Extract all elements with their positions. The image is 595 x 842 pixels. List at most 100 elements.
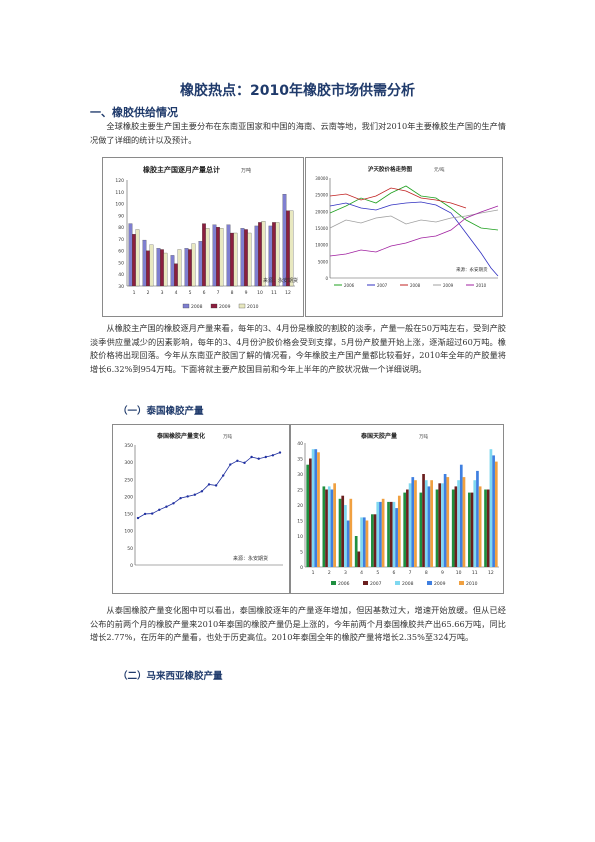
chart4-ytick: 0 xyxy=(300,565,303,571)
chart4-ytick: 5 xyxy=(300,550,303,556)
chart1-unit: 万吨 xyxy=(241,167,251,174)
chart4-bar xyxy=(354,536,358,567)
chart1-bar xyxy=(261,221,266,287)
chart1-bar xyxy=(258,222,262,287)
chart4-legend-label: 2008 xyxy=(402,581,414,587)
chart3-ytick: 350 xyxy=(124,443,133,449)
chart4-bar xyxy=(462,477,466,567)
chart2-ytick: 30000 xyxy=(315,176,328,181)
chart3-point xyxy=(214,484,218,487)
chart4-bar xyxy=(333,483,336,567)
chart3-point xyxy=(278,451,282,454)
chart1-legend-swatch xyxy=(182,303,190,309)
chart1-xtick: 2 xyxy=(147,290,150,296)
chart4-bar xyxy=(486,489,490,567)
chart2-ytick: 25000 xyxy=(315,193,328,198)
chart1-xtick: 7 xyxy=(217,290,220,296)
chart4-bar xyxy=(484,489,487,567)
chart3-point xyxy=(250,455,253,459)
chart1-xtick: 11 xyxy=(271,290,277,296)
chart2-series-line xyxy=(329,205,499,257)
chart1-bar xyxy=(244,229,248,287)
chart1-bar xyxy=(240,228,245,287)
chart1-source: 来源：永安期货 xyxy=(263,277,298,284)
chart4-bar xyxy=(411,477,415,567)
chart4-bar xyxy=(330,489,334,567)
chart4-legend-swatch xyxy=(395,581,400,585)
chart1-bar xyxy=(128,223,133,287)
chart4-bar xyxy=(325,489,328,567)
chart1-title: 橡胶主产国逐月产量总计 xyxy=(143,165,220,174)
chart1-bar xyxy=(142,239,147,287)
chart1-bar xyxy=(286,210,290,287)
chart1-ytick: 30 xyxy=(118,284,124,290)
chart4-xtick: 6 xyxy=(392,570,395,576)
chart4-xtick: 3 xyxy=(344,570,347,576)
chart4-xtick: 5 xyxy=(376,570,379,576)
chart4-bar xyxy=(371,514,374,567)
subsection-malaysia: （二）马来西亚橡胶产量 xyxy=(118,671,223,682)
chart4-ytick: 15 xyxy=(297,519,303,525)
chart1-bar xyxy=(184,248,189,287)
chart4-ytick: 20 xyxy=(297,503,303,509)
chart4-bar xyxy=(446,477,450,567)
paragraph-intro: 全球橡胶主要生产国主要分布在东南亚国家和中国的海南、云南等地，我们对2010年主… xyxy=(90,121,506,145)
chart4-bar xyxy=(373,514,377,567)
chart1-bar xyxy=(275,222,280,287)
chart3-unit: 万吨 xyxy=(223,433,232,440)
chart4-ytick: 10 xyxy=(297,534,303,540)
chart3-point xyxy=(186,495,189,498)
chart3-point xyxy=(207,483,211,486)
chart2-title: 沪天胶价格走势图 xyxy=(368,165,413,173)
chart4-bar xyxy=(357,551,361,567)
chart2-series-line xyxy=(329,185,499,231)
chart4-bar xyxy=(468,492,471,567)
chart3-point xyxy=(193,493,196,496)
chart3-ytick: 150 xyxy=(124,512,133,518)
chart4-bar xyxy=(322,486,326,567)
chart4-xtick: 9 xyxy=(441,570,444,576)
chart4-bar xyxy=(397,495,401,567)
chart4-xtick: 4 xyxy=(360,570,363,576)
chart4-bar xyxy=(311,449,315,567)
page-title: 橡胶热点：2010年橡胶市场供需分析 xyxy=(180,83,415,99)
chart1-bar xyxy=(163,252,168,287)
chart1-bar xyxy=(170,255,175,287)
chart3-point xyxy=(172,502,175,505)
chart4-bar xyxy=(327,486,331,567)
chart3-point xyxy=(243,461,246,465)
chart4-xtick: 7 xyxy=(409,570,412,576)
chart4-bar xyxy=(392,501,396,567)
chart2-legend-label: 2008 xyxy=(410,283,421,288)
chart4-ytick: 30 xyxy=(297,472,303,478)
chart1-legend-label: 2009 xyxy=(219,304,231,310)
chart3-ytick: 250 xyxy=(124,477,133,483)
chart1-xtick: 10 xyxy=(257,290,263,296)
chart2-ytick: 0 xyxy=(325,276,328,281)
chart3-ytick: 200 xyxy=(124,494,133,500)
chart4-bar xyxy=(454,486,458,567)
chart4-unit: 万吨 xyxy=(419,433,428,440)
chart1-bar xyxy=(132,234,136,287)
chart4-bar xyxy=(473,480,477,567)
chart1-bar xyxy=(202,223,206,287)
chart1-legend-swatch xyxy=(238,303,246,309)
chart4-xtick: 1 xyxy=(312,570,315,576)
chart4-bar xyxy=(489,449,493,567)
chart2-series-line xyxy=(329,201,499,277)
chart3-point xyxy=(229,463,232,466)
chart4-legend-swatch xyxy=(427,581,432,585)
chart4-bar xyxy=(395,508,398,567)
chart2-series-line xyxy=(329,187,467,209)
chart4-bar xyxy=(346,520,350,567)
chart1-ytick: 100 xyxy=(115,202,124,208)
chart4-bar xyxy=(376,501,380,567)
chart4-bar xyxy=(457,480,460,567)
chart4-bar xyxy=(443,474,447,567)
chart2-series-line xyxy=(329,209,499,229)
chart1-bar xyxy=(247,232,252,287)
chart1-xtick: 6 xyxy=(203,290,206,296)
chart4-bar xyxy=(360,517,363,567)
chart4-bar xyxy=(492,455,495,567)
